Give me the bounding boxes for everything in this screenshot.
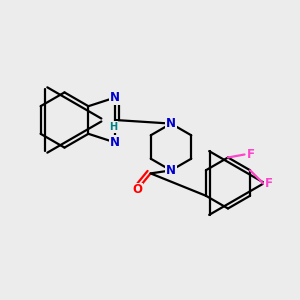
Text: O: O	[132, 183, 142, 196]
Text: F: F	[265, 177, 273, 190]
Text: H: H	[110, 122, 118, 132]
Text: N: N	[110, 136, 120, 149]
Text: F: F	[247, 148, 254, 161]
Text: N: N	[166, 117, 176, 130]
Text: N: N	[166, 164, 176, 177]
Text: N: N	[110, 91, 120, 104]
